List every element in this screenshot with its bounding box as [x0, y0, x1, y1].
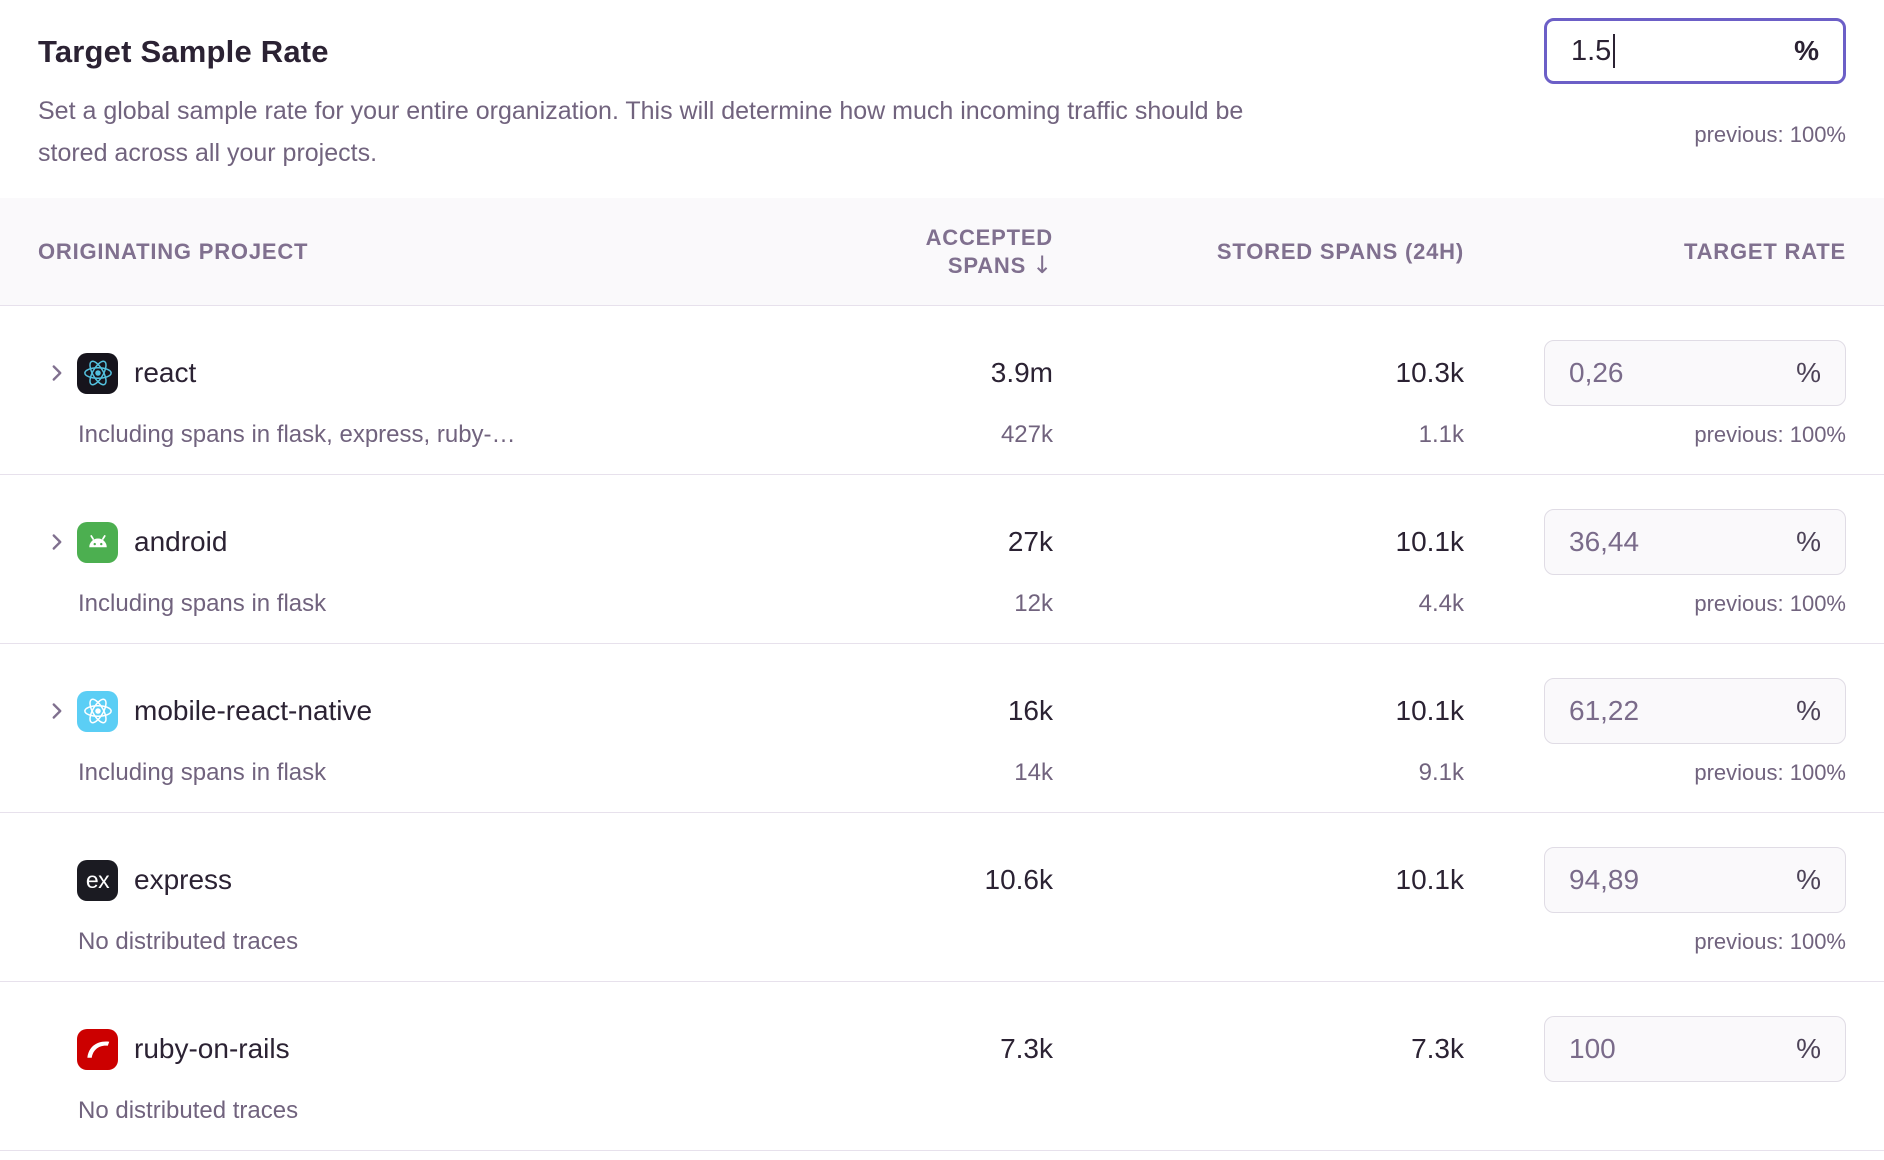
project-name: mobile-react-native [134, 695, 373, 726]
accepted-spans-value: 10.6k [984, 864, 1054, 895]
target-rate-input[interactable]: 94,89 % [1544, 847, 1846, 913]
target-rate-value: 100 [1569, 1033, 1616, 1064]
sub-accepted-spans-value: 14k [1014, 759, 1053, 786]
distributed-traces-note: No distributed traces [78, 1097, 299, 1124]
sub-accepted-spans-value: 427k [1000, 421, 1053, 448]
previous-rate-label: previous: 100% [1694, 122, 1846, 147]
accepted-spans-value: 27k [1007, 526, 1053, 557]
column-accepted-spans[interactable]: ACCEPTED SPANS ↓ [925, 224, 1053, 279]
expand-chevron-icon[interactable] [44, 529, 70, 555]
project-name: react [134, 357, 197, 388]
accepted-spans-value: 16k [1007, 695, 1053, 726]
percent-unit-label: % [1796, 864, 1821, 895]
section-description: Set a global sample rate for your entire… [38, 97, 1244, 167]
table-header: ORIGINATING PROJECT ACCEPTED SPANS ↓ STOR… [0, 198, 1884, 306]
target-sample-rate-section: Target Sample Rate Set a global sample r… [0, 0, 1884, 198]
accepted-spans-value: 3.9m [990, 357, 1053, 388]
target-rate-input[interactable]: 100 % [1544, 1016, 1846, 1082]
global-sample-rate-input[interactable]: 1.5 % [1544, 18, 1846, 84]
column-originating-project: ORIGINATING PROJECT [38, 238, 309, 264]
react-native-platform-icon [77, 690, 118, 732]
ruby-on-rails-platform-icon [77, 1028, 118, 1070]
accepted-spans-value: 7.3k [1000, 1033, 1053, 1064]
percent-unit-label: % [1796, 1033, 1821, 1064]
global-sample-rate-value: 1.5 [1571, 34, 1612, 67]
target-rate-value: 61,22 [1569, 695, 1640, 726]
sub-stored-spans-value: 9.1k [1418, 759, 1464, 786]
express-platform-icon: ex [77, 859, 118, 901]
table-row-react: react 3.9m 10.3k 0,26 % Including spans … [0, 306, 1884, 475]
target-rate-input[interactable]: 0,26 % [1544, 340, 1846, 406]
previous-rate-label: previous: 100% [1694, 422, 1846, 447]
table-row-ruby-on-rails: ruby-on-rails 7.3k 7.3k 100 % No distrib… [0, 982, 1884, 1151]
percent-unit-label: % [1796, 526, 1821, 557]
android-platform-icon [77, 521, 118, 563]
page-title: Target Sample Rate [38, 34, 329, 69]
previous-rate-label: previous: 100% [1694, 591, 1846, 616]
percent-unit-label: % [1796, 357, 1821, 388]
stored-spans-value: 10.1k [1395, 695, 1465, 726]
previous-rate-label: previous: 100% [1694, 929, 1846, 954]
target-rate-value: 36,44 [1569, 526, 1640, 557]
distributed-traces-note: No distributed traces [78, 928, 299, 955]
previous-rate-label: previous: 100% [1694, 760, 1846, 785]
column-stored-spans: STORED SPANS (24H) [1216, 238, 1464, 264]
column-target-rate: TARGET RATE [1684, 238, 1846, 264]
sub-stored-spans-value: 1.1k [1418, 421, 1464, 448]
percent-unit-label: % [1794, 35, 1819, 66]
sort-descending-icon: ↓ [1032, 250, 1053, 279]
text-cursor [1613, 34, 1616, 68]
expand-chevron-icon[interactable] [44, 698, 70, 724]
distributed-traces-note: Including spans in flask, express, ruby-… [78, 421, 516, 448]
sub-accepted-spans-value: 12k [1014, 590, 1053, 617]
stored-spans-value: 10.3k [1395, 357, 1465, 388]
table-row-android: android 27k 10.1k 36,44 % Including span… [0, 475, 1884, 644]
sub-stored-spans-value: 4.4k [1418, 590, 1464, 617]
react-platform-icon [77, 352, 118, 394]
stored-spans-value: 10.1k [1395, 526, 1465, 557]
percent-unit-label: % [1796, 695, 1821, 726]
target-rate-value: 94,89 [1569, 864, 1640, 895]
distributed-traces-note: Including spans in flask [78, 759, 327, 786]
stored-spans-value: 10.1k [1395, 864, 1465, 895]
project-name: express [134, 864, 233, 895]
project-name: android [134, 526, 228, 557]
table-row-mobile-react-native: mobile-react-native 16k 10.1k 61,22 % In… [0, 644, 1884, 813]
table-row-express: ex express 10.6k 10.1k 94,89 % No distri… [0, 813, 1884, 982]
distributed-traces-note: Including spans in flask [78, 590, 327, 617]
target-rate-input[interactable]: 36,44 % [1544, 509, 1846, 575]
target-rate-input[interactable]: 61,22 % [1544, 678, 1846, 744]
project-name: ruby-on-rails [134, 1033, 290, 1064]
stored-spans-value: 7.3k [1411, 1033, 1464, 1064]
target-rate-value: 0,26 [1569, 357, 1624, 388]
expand-chevron-icon[interactable] [44, 360, 70, 386]
